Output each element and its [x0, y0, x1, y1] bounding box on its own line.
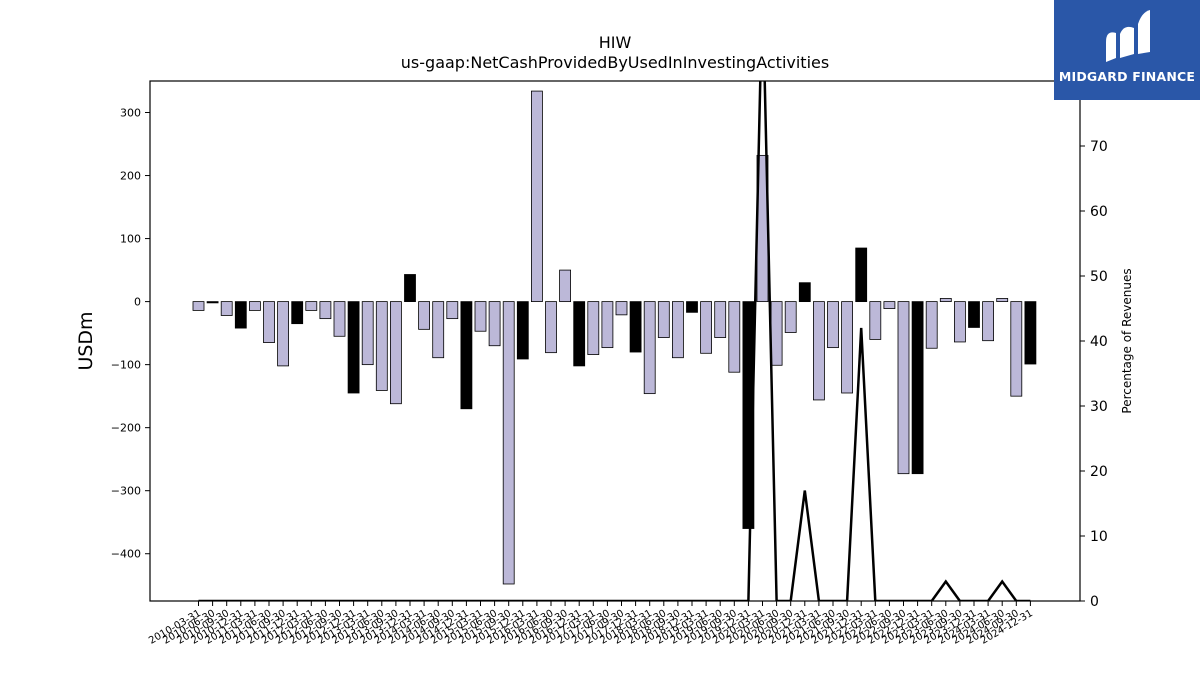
bar-2013-12-31: [404, 274, 416, 303]
y-tick-label: −200: [111, 422, 141, 435]
y-axis-right-label: Percentage of Revenues: [1120, 268, 1134, 413]
bar-2019-12-31: [742, 301, 755, 529]
bar-2018-06-30: [657, 301, 670, 338]
y-right-tick-label: 60: [1090, 204, 1108, 220]
bar-2024-06-30: [996, 298, 1009, 303]
bar-2022-03-31: [869, 301, 882, 340]
y-tick-label: 100: [120, 233, 141, 246]
brand-logo: MIDGARD FINANCE: [1054, 0, 1200, 100]
bar-2017-06-30: [601, 301, 614, 349]
y-tick-label: 0: [134, 296, 141, 309]
bar-2017-09-30: [615, 301, 628, 316]
bar-2010-03-31: [192, 301, 205, 311]
bar-2011-03-31: [248, 301, 261, 311]
chart-subtitle: us-gaap:NetCashProvidedByUsedInInvesting…: [401, 53, 829, 72]
bar-2018-09-30: [672, 301, 684, 359]
bar-2011-12-31: [291, 301, 304, 325]
bar-2020-12-31: [798, 282, 811, 303]
y-tick-label: −100: [111, 359, 141, 372]
bar-2015-12-31: [516, 301, 529, 360]
bar-2013-06-30: [375, 301, 388, 391]
y-right-tick-label: 30: [1090, 399, 1108, 415]
bar-2011-06-30: [263, 301, 275, 343]
y-right-tick-label: 10: [1090, 529, 1108, 545]
y-axis-right-ticks: 0 10 20 30 40 50 60 70: [1080, 139, 1108, 610]
bar-2016-06-30: [545, 301, 557, 354]
y-axis-ticks: −400 −300 −200 −100 0 100 200 300: [111, 107, 150, 561]
bar-2010-09-30: [220, 301, 233, 316]
bar-2010-06-30: [206, 301, 219, 304]
bar-2012-09-30: [333, 301, 346, 337]
y-axis-label: USDm: [75, 311, 97, 370]
bar-2014-06-30: [432, 301, 445, 359]
bar-2014-12-31: [460, 301, 473, 410]
pct-line-group: [198, 81, 1031, 601]
bar-2019-03-31: [700, 301, 712, 354]
bar-2010-12-31: [234, 301, 247, 329]
bar-2022-12-31: [911, 301, 924, 475]
bar-2022-09-30: [897, 301, 910, 475]
bar-2012-12-31: [347, 301, 360, 394]
bar-2016-03-31: [531, 90, 543, 303]
bar-2016-12-31: [573, 301, 586, 367]
bar-2018-03-31: [643, 301, 656, 395]
bar-2015-09-30: [502, 301, 515, 585]
bar-2013-09-30: [389, 301, 402, 405]
y-right-tick-label: 0: [1090, 594, 1099, 610]
bar-2012-03-31: [305, 301, 318, 311]
bar-2012-06-30: [319, 301, 332, 320]
bar-2017-03-31: [587, 301, 600, 355]
bar-2014-09-30: [446, 301, 459, 320]
bar-2021-06-30: [827, 301, 839, 349]
bar-2021-03-31: [813, 301, 825, 401]
brand-name: MIDGARD FINANCE: [1058, 69, 1196, 84]
bar-2014-03-31: [418, 301, 431, 330]
bar-2023-06-30: [939, 298, 952, 303]
bar-2015-03-31: [474, 301, 487, 332]
midgard-mark-icon: [1106, 10, 1150, 62]
bar-2015-06-30: [488, 301, 501, 347]
pct-revenues-line: [198, 81, 1031, 601]
bar-2017-12-31: [629, 301, 642, 353]
y-right-tick-label: 40: [1090, 334, 1108, 350]
bar-2020-06-30: [770, 301, 783, 366]
bar-2019-06-30: [714, 301, 727, 338]
bar-2022-06-30: [883, 301, 896, 309]
bar-2011-09-30: [277, 301, 290, 367]
bar-2023-12-31: [968, 301, 980, 328]
bar-2013-03-31: [361, 301, 374, 366]
y-right-tick-label: 20: [1090, 464, 1108, 480]
y-right-tick-label: 50: [1090, 269, 1108, 285]
y-tick-label: −400: [111, 548, 141, 561]
bar-2021-09-30: [841, 301, 853, 394]
y-tick-label: 200: [120, 170, 141, 183]
bar-2023-03-31: [925, 301, 938, 349]
bar-2021-12-31: [855, 247, 868, 303]
y-tick-label: 300: [120, 107, 141, 120]
bar-2024-09-30: [1010, 301, 1023, 397]
bar-2023-09-30: [954, 301, 966, 343]
bar-2024-12-31: [1024, 301, 1037, 365]
y-tick-label: −300: [111, 485, 141, 498]
bar-2019-09-30: [728, 301, 741, 373]
bar-2024-03-31: [982, 301, 994, 342]
y-right-tick-label: 70: [1090, 139, 1108, 155]
bar-group: [192, 90, 1037, 585]
bar-2018-12-31: [686, 301, 698, 313]
bar-2016-09-30: [559, 269, 571, 303]
bar-2020-09-30: [784, 301, 797, 333]
plot-frame: [149, 80, 1081, 602]
x-axis-ticks: 2010-03-312010-06-302010-09-302010-12-31…: [147, 601, 1035, 647]
chart-title: HIW: [599, 33, 632, 52]
